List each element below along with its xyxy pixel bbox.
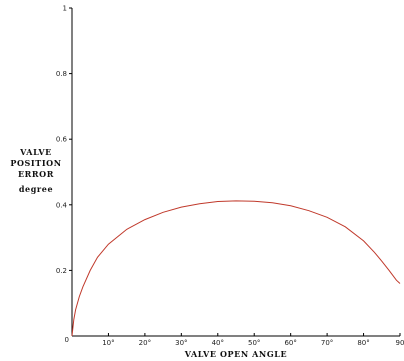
x-axis-title: VALVE OPEN ANGLE — [184, 349, 287, 359]
x-tick-label: 40° — [212, 339, 224, 347]
x-tick-label: 70° — [321, 339, 333, 347]
x-tick-label: 50° — [248, 339, 260, 347]
series-line — [71, 200, 401, 337]
x-tick-label: 30° — [175, 339, 187, 347]
y-axis-title-line-4: degree — [19, 184, 53, 194]
x-tick-label: 60° — [284, 339, 296, 347]
y-axis-title: VALVE POSITION ERROR degree — [10, 147, 61, 194]
x-tick-label: 0 — [65, 336, 69, 344]
x-tick-label: 20° — [139, 339, 151, 347]
y-axis-title-line-2: POSITION — [10, 158, 61, 168]
y-tick-label: 0.4 — [56, 201, 68, 209]
y-axis-title-line-1: VALVE — [19, 147, 52, 157]
y-axis-title-line-3: ERROR — [18, 169, 54, 179]
x-tick-label: 10° — [102, 339, 114, 347]
x-tick-label: 80° — [357, 339, 369, 347]
y-tick-label: 0.2 — [56, 267, 67, 275]
y-ticks: 0.2 0.4 0.6 0.8 1 — [56, 5, 72, 275]
y-tick-label: 0.6 — [56, 136, 68, 144]
y-tick-label: 0.8 — [56, 70, 67, 78]
y-tick-label: 1 — [63, 5, 67, 13]
x-tick-label: 90 — [396, 339, 404, 347]
x-ticks: 0 10° 20° 30° 40° 50° 60° 70° 80° 90 — [65, 333, 404, 347]
